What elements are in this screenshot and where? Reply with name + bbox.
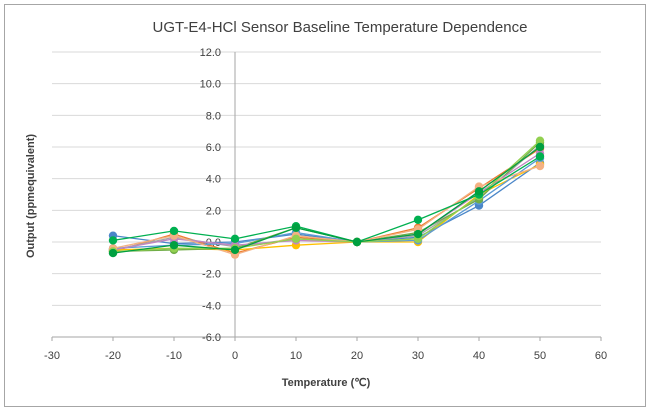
chart-frame — [4, 4, 646, 407]
x-tick-label: 30 — [412, 350, 424, 362]
x-tick-label: 60 — [595, 350, 607, 362]
data-point — [169, 240, 179, 250]
y-tick-label: 2.0 — [206, 205, 221, 217]
gridlines — [52, 51, 601, 338]
axes — [51, 52, 602, 341]
x-tick-label: 20 — [351, 350, 363, 362]
data-point — [535, 152, 545, 161]
series-line — [112, 162, 541, 245]
y-axis-label: Output (ppmequivalent) — [25, 134, 37, 258]
data-point — [169, 226, 179, 236]
data-point — [535, 142, 545, 152]
y-tick-label: 4.0 — [206, 174, 221, 186]
data-point — [108, 248, 118, 258]
series-line — [112, 148, 541, 254]
y-tick-label: 12.0 — [200, 47, 221, 59]
data-point — [352, 237, 362, 247]
x-tick-label: 40 — [473, 350, 485, 362]
data-point — [413, 229, 423, 239]
x-tick-label: -30 — [44, 350, 60, 362]
data-point — [535, 161, 545, 171]
x-tick-label: -10 — [166, 350, 182, 362]
x-tick-label: 0 — [232, 350, 238, 362]
data-point — [413, 215, 423, 225]
series-line — [112, 152, 541, 251]
series-line — [112, 140, 541, 253]
data-point — [230, 245, 240, 255]
series-11 — [108, 142, 545, 258]
y-tick-label: 10.0 — [200, 79, 221, 91]
y-tick-label: -2.0 — [202, 269, 221, 281]
x-tick-label: 10 — [290, 350, 302, 362]
x-axis-label: Temperature (℃) — [282, 377, 371, 389]
data-point — [474, 187, 484, 196]
x-tick-label: 50 — [534, 350, 546, 362]
y-tick-label: -4.0 — [202, 300, 221, 312]
series-group — [108, 136, 545, 259]
y-tick-label: 6.0 — [206, 142, 221, 154]
x-tick-labels: -30 -20 -10 0 10 20 30 40 50 60 — [44, 350, 607, 362]
series-line — [112, 146, 541, 254]
y-tick-label: 8.0 — [206, 110, 221, 122]
data-point — [291, 234, 301, 244]
series-line — [112, 157, 541, 249]
x-tick-label: -20 — [105, 350, 121, 362]
chart-title: UGT-E4-HCl Sensor Baseline Temperature D… — [153, 19, 528, 36]
series-line — [112, 165, 541, 256]
data-point — [108, 236, 118, 245]
data-point — [535, 136, 545, 145]
y-tick-labels: -6.0-4.0-2.00.02.04.06.08.010.012.0 — [200, 47, 221, 344]
y-tick-label: -6.0 — [202, 332, 221, 344]
data-point — [230, 234, 240, 244]
data-point — [291, 223, 301, 232]
